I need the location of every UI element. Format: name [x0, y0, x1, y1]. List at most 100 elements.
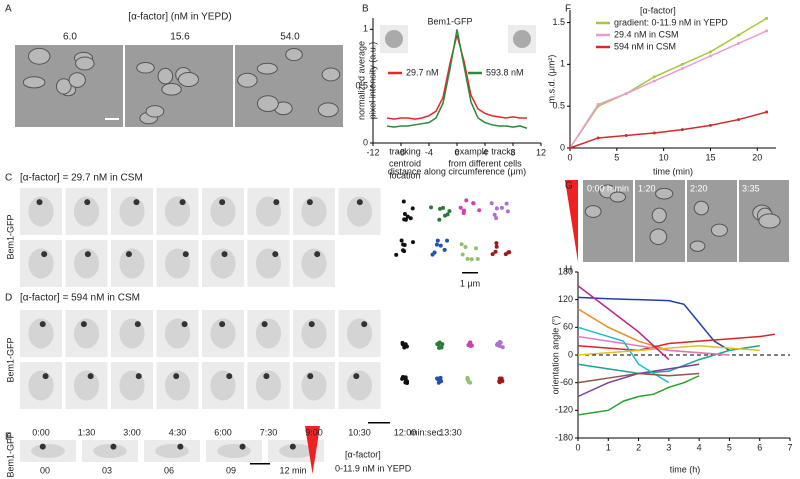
panel-label: D: [5, 293, 12, 304]
polarity-patch: [272, 251, 279, 258]
track-point: [465, 256, 470, 261]
track-point: [490, 252, 495, 257]
data-point: [680, 128, 684, 132]
data-line: [569, 30, 767, 149]
time-label: 13:30: [439, 427, 462, 437]
column-label: example tracks: [455, 146, 516, 156]
x-tick-label: 3: [666, 442, 671, 452]
cell-signal: [279, 443, 313, 459]
track-point: [438, 206, 443, 211]
cell-signal: [210, 318, 236, 349]
track-point: [437, 378, 442, 383]
x-tick-label: 0: [454, 147, 459, 157]
x-tick-label: -8: [397, 147, 405, 157]
cell-signal: [119, 196, 145, 227]
time-label: 12:00: [394, 427, 417, 437]
data-point: [624, 133, 628, 137]
cell: [22, 76, 46, 89]
y-axis-label: pixel intensity (a.u.): [367, 42, 377, 120]
y-tick-label: -60: [560, 377, 573, 387]
panel-label: E: [5, 432, 12, 443]
track-point: [445, 238, 450, 243]
scale-bar: [105, 118, 119, 120]
polarity-patch: [289, 443, 296, 450]
data-point: [568, 146, 572, 150]
cell: [27, 47, 51, 65]
polarity-patch: [181, 321, 188, 328]
track-point: [403, 217, 408, 222]
data-point: [765, 16, 769, 20]
inset-cell: [385, 30, 403, 48]
y-axis-label: m.s.d. (μm²): [546, 55, 556, 104]
scale-bar: [462, 272, 478, 274]
cell-signal: [301, 196, 327, 227]
track-point: [498, 340, 503, 345]
data-point: [680, 62, 684, 66]
polarity-patch: [84, 199, 91, 206]
polarity-patch: [84, 251, 91, 258]
y-tick-label: 60: [563, 322, 573, 332]
polarity-patch: [173, 373, 180, 380]
track-point: [492, 212, 497, 217]
time-unit: min:sec: [410, 427, 442, 437]
time-label: 2:20: [690, 183, 708, 193]
x-tick-label: -4: [425, 147, 433, 157]
cell: [136, 62, 155, 74]
cell: [317, 102, 339, 118]
cell-signal: [217, 443, 251, 459]
track-point: [461, 211, 466, 216]
data-line: [577, 375, 700, 416]
panel-title: [α-factor] = 29.7 nM in CSM: [20, 173, 143, 184]
concentration: 54.0: [280, 32, 300, 43]
cell-signal: [346, 196, 373, 227]
data-point: [596, 136, 600, 140]
scale-bar: [368, 422, 390, 424]
x-tick-label: -12: [366, 147, 379, 157]
track-point: [434, 242, 439, 247]
track-point: [408, 216, 413, 221]
cell-signal: [28, 196, 54, 227]
track-point: [466, 379, 471, 384]
polarity-patch: [134, 321, 141, 328]
data-line: [577, 326, 670, 384]
concentration: 6.0: [63, 32, 77, 43]
time-label: 10:30: [348, 427, 371, 437]
y-tick-label: -120: [555, 405, 573, 415]
x-tick-label: 5: [727, 442, 732, 452]
x-tick-label: 6: [757, 442, 762, 452]
data-point: [708, 50, 712, 54]
cell-signal: [73, 248, 100, 279]
cell: [145, 105, 165, 118]
time-label: 6:00: [214, 427, 232, 437]
y-tick-label: 0: [363, 137, 368, 147]
x-tick-label: 15: [705, 152, 715, 162]
cell-signal: [346, 370, 373, 401]
column-label: centroid: [389, 158, 421, 168]
track-point: [442, 247, 447, 252]
data-point: [652, 75, 656, 79]
y-tick-label: 0.5: [552, 101, 565, 111]
polarity-patch: [39, 443, 46, 450]
time-label: 03: [102, 465, 112, 475]
data-line: [569, 17, 768, 149]
x-axis-label: time (min): [653, 166, 693, 176]
panel-label: B: [362, 4, 369, 15]
polarity-patch: [135, 373, 142, 380]
polarity-patch: [356, 199, 363, 206]
legend-label: gradient: 0-11.9 nM in YEPD: [614, 17, 728, 27]
y-tick-label: 0.5: [355, 81, 368, 91]
polarity-patch: [177, 443, 184, 450]
track-point: [437, 345, 442, 350]
panel-label: G: [565, 181, 573, 192]
column-label: tracking: [389, 146, 421, 156]
time-label: 7:30: [260, 427, 278, 437]
cell-signal: [119, 248, 145, 279]
data-point: [737, 118, 741, 122]
time-label: 00: [40, 465, 50, 475]
legend-label: 29.7 nM: [406, 67, 439, 77]
data-point: [708, 54, 712, 58]
track-point: [405, 214, 410, 219]
data-point: [765, 29, 769, 33]
cell: [157, 67, 174, 85]
